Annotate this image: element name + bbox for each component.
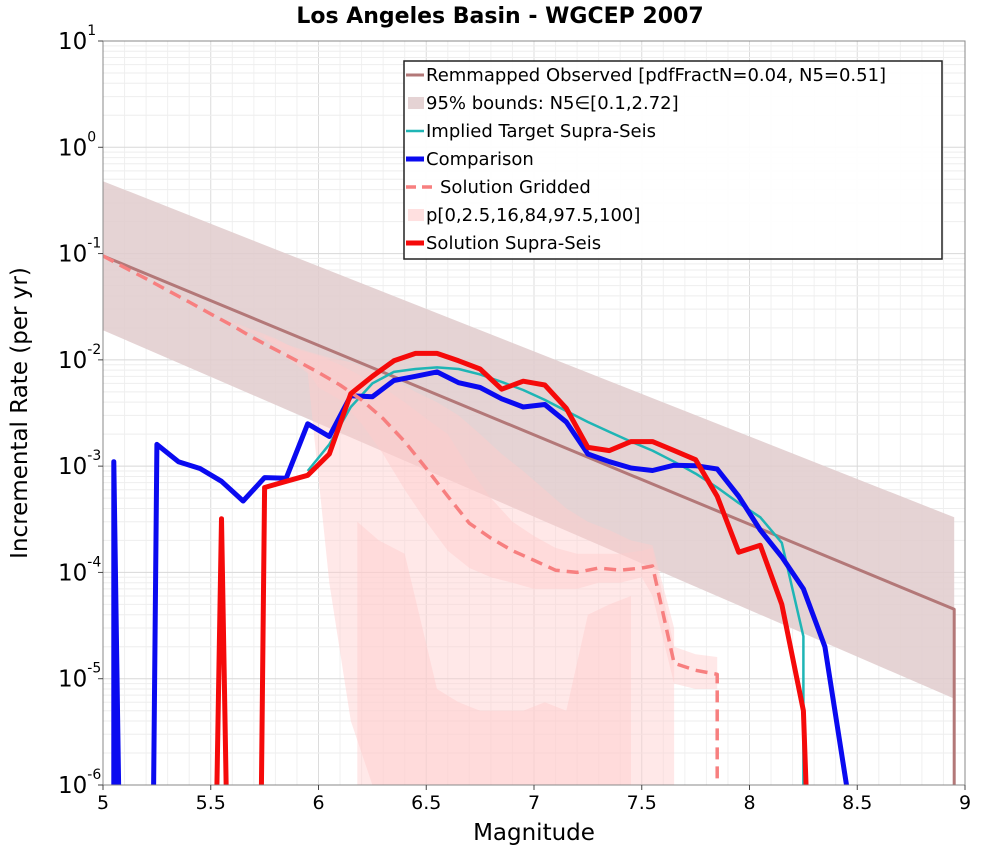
plot-area: [103, 181, 956, 785]
series-fractile-band-0: [103, 255, 718, 689]
series-line-remapped-observed: [103, 254, 956, 785]
x-tick-label: 6: [312, 792, 324, 814]
legend-entry: Comparison: [406, 149, 534, 170]
legend-label: Solution Gridded: [440, 177, 591, 198]
y-axis-label: Incremental Rate (per yr): [7, 267, 33, 559]
legend-entry: Solution Gridded: [406, 177, 591, 198]
y-tick-label: 10-6: [58, 767, 101, 799]
legend-label: Solution Supra-Seis: [426, 233, 601, 254]
x-tick-label: 7: [528, 792, 540, 814]
legend-entry: p[0,2.5,16,84,97.5,100]: [408, 205, 640, 226]
y-tick-label: 10-5: [58, 661, 101, 693]
series-line-solution-supra-seis: [214, 350, 809, 785]
x-tick-label: 5: [97, 792, 109, 814]
y-tick-label: 10-2: [58, 342, 101, 374]
x-tick-label: 7.5: [627, 792, 657, 814]
y-tick-label: 10-3: [58, 448, 101, 480]
chart-title: Los Angeles Basin - WGCEP 2007: [296, 4, 703, 29]
x-tick-label: 9: [959, 792, 971, 814]
x-axis-ticks: 5 5.5 6 6.5 7 7.5 8 8.5 9: [97, 785, 971, 814]
y-axis-ticks: 10-6 10-5 10-4 10-3 10-2 10-1 100 101: [58, 23, 103, 799]
series-fractile-band-1: [264, 335, 675, 785]
x-tick-label: 5.5: [196, 792, 226, 814]
legend-swatch: [408, 97, 424, 109]
x-tick-label: 8.5: [842, 792, 872, 814]
y-tick-label: 10-1: [58, 236, 101, 268]
legend-label: Comparison: [426, 149, 534, 170]
series-band-95-bounds: [103, 181, 955, 699]
legend: Remmapped Observed [pdfFractN=0.04, N5=0…: [403, 60, 943, 260]
series-line-comparison: [111, 369, 850, 785]
legend-label: 95% bounds: N5∈[0.1,2.72]: [426, 93, 679, 114]
legend-label: Remmapped Observed [pdfFractN=0.04, N5=0…: [426, 65, 886, 86]
y-tick-label: 10-4: [58, 554, 101, 586]
legend-entry: 95% bounds: N5∈[0.1,2.72]: [408, 93, 679, 114]
y-tick-label: 100: [58, 129, 96, 161]
legend-entry: Solution Supra-Seis: [406, 233, 601, 254]
legend-box: [403, 60, 943, 260]
series-fractile-band-2: [357, 521, 631, 785]
legend-entry: Implied Target Supra-Seis: [406, 121, 656, 142]
legend-label: p[0,2.5,16,84,97.5,100]: [426, 205, 640, 226]
x-axis-label: Magnitude: [473, 820, 595, 846]
x-tick-label: 6.5: [411, 792, 441, 814]
y-tick-label: 101: [58, 23, 96, 55]
series-line-solution-gridded: [103, 254, 719, 785]
legend-swatch: [408, 209, 424, 221]
x-tick-label: 8: [743, 792, 755, 814]
legend-label: Implied Target Supra-Seis: [426, 121, 656, 142]
legend-entry: Remmapped Observed [pdfFractN=0.04, N5=0…: [406, 65, 886, 86]
